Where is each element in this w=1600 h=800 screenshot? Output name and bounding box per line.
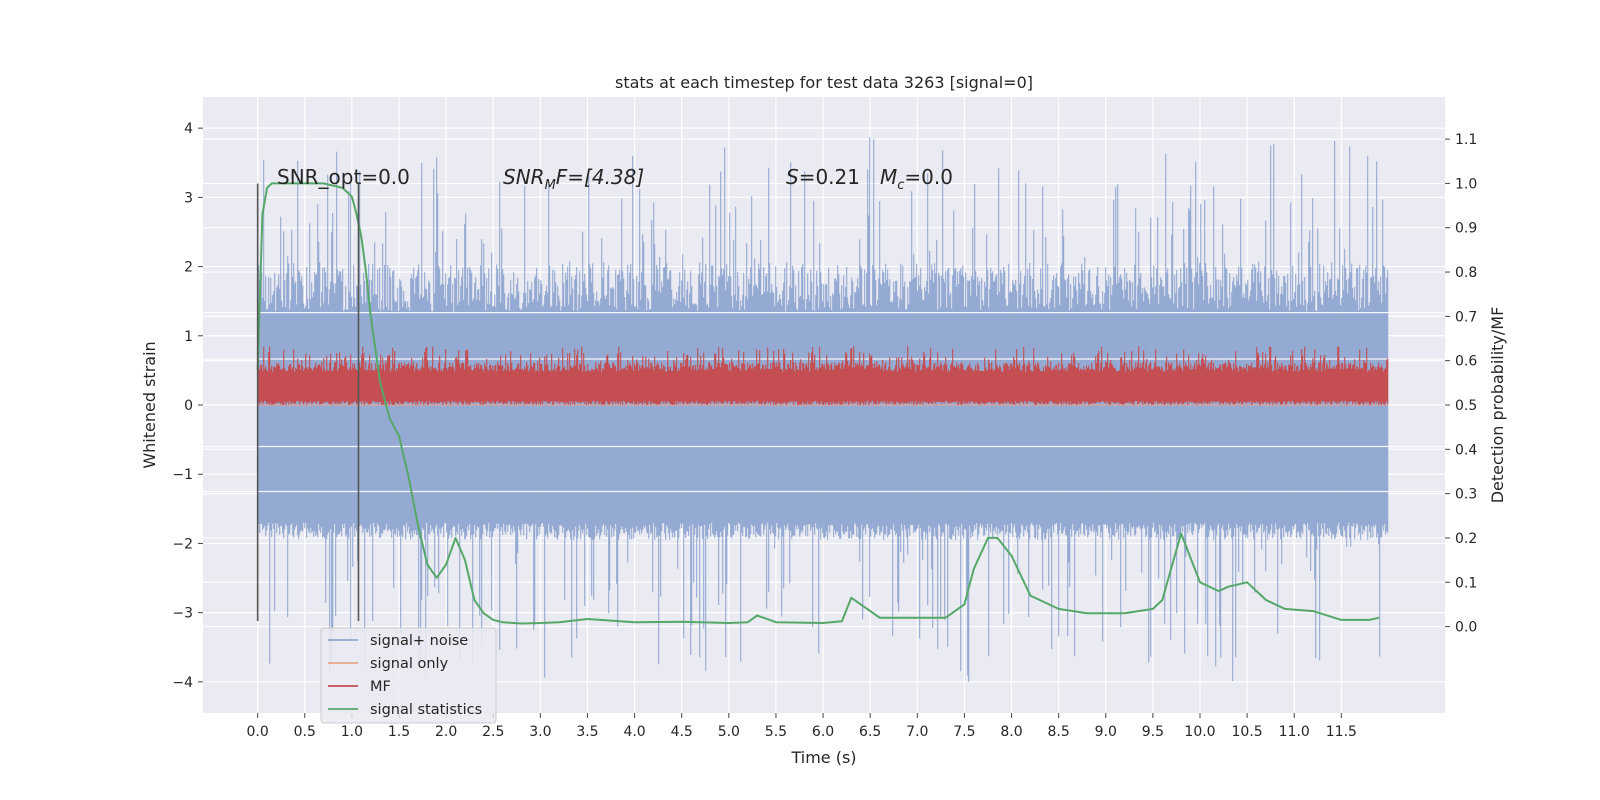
x-tick-label: 11.5 xyxy=(1326,724,1357,740)
x-tick-label: 3.0 xyxy=(529,724,551,740)
snr-mf-symbol: SNR xyxy=(503,165,545,189)
mc-symbol: M xyxy=(880,165,897,189)
y2-tick-label: 0.3 xyxy=(1455,487,1477,503)
y2-tick-label: 0.1 xyxy=(1455,575,1477,591)
s-symbol: S xyxy=(786,165,799,189)
y-tick-label: 1 xyxy=(184,329,193,345)
y2-tick-label: 0.6 xyxy=(1455,354,1477,370)
y-tick-label: −2 xyxy=(172,536,193,552)
annotation-s: S=0.21 xyxy=(786,165,860,189)
x-tick-label: 0.5 xyxy=(294,724,316,740)
y-axis-ticks: 4 3 2 1 0 −1 −2 −3 −4 xyxy=(172,121,203,691)
x-tick-label: 6.0 xyxy=(812,724,834,740)
snr-mf-subscript: M xyxy=(545,178,556,193)
y-tick-label: 0 xyxy=(184,398,193,414)
x-tick-label: 0.0 xyxy=(247,724,269,740)
legend-box xyxy=(320,627,497,724)
mc-subscript: c xyxy=(897,178,904,193)
y2-tick-label: 0.7 xyxy=(1455,309,1477,325)
x-tick-label: 10.0 xyxy=(1184,724,1215,740)
annotation-snr-opt: SNR_opt=0.0 xyxy=(277,165,410,189)
x-tick-label: 5.5 xyxy=(765,724,787,740)
x-tick-label: 5.0 xyxy=(718,724,740,740)
x-axis-label: Time (s) xyxy=(790,748,856,767)
annotation-snr-mf: SNRMF=[4.38] xyxy=(503,165,644,193)
y2-tick-label: 1.0 xyxy=(1455,176,1477,192)
y-axis-label: Whitened strain xyxy=(140,341,159,468)
y-tick-label: −4 xyxy=(172,675,193,691)
y-tick-label: 2 xyxy=(184,260,193,276)
y-tick-label: −1 xyxy=(172,467,193,483)
y-tick-label: 4 xyxy=(184,121,193,137)
y2-axis-label: Detection probability/MF xyxy=(1488,307,1507,504)
x-tick-label: 9.0 xyxy=(1095,724,1117,740)
y2-tick-label: 1.1 xyxy=(1455,132,1477,148)
mc-value: =0.0 xyxy=(904,165,953,189)
legend-label-signal-noise: signal+ noise xyxy=(370,633,468,649)
y2-tick-label: 0.8 xyxy=(1455,265,1477,281)
x-tick-label: 10.5 xyxy=(1232,724,1263,740)
y2-axis-ticks: 1.1 1.0 0.9 0.8 0.7 0.6 0.5 0.4 0.3 0.2 0.1 0.0 xyxy=(1445,132,1477,636)
x-tick-label: 2.0 xyxy=(435,724,457,740)
y-tick-label: −3 xyxy=(172,606,193,622)
x-tick-label: 6.5 xyxy=(859,724,881,740)
x-tick-label: 8.5 xyxy=(1048,724,1070,740)
series-signal-statistics xyxy=(256,182,1380,625)
y-tick-label: 3 xyxy=(184,190,193,206)
x-tick-label: 1.5 xyxy=(388,724,410,740)
snr-mf-rest: F=[4.38] xyxy=(556,165,644,189)
x-tick-label: 9.5 xyxy=(1142,724,1164,740)
y2-tick-label: 0.0 xyxy=(1455,620,1477,636)
y2-tick-label: 0.9 xyxy=(1455,221,1477,237)
annotation-mc: Mc=0.0 xyxy=(880,165,953,193)
x-tick-label: 4.0 xyxy=(623,724,645,740)
x-tick-label: 3.5 xyxy=(576,724,598,740)
x-tick-label: 7.5 xyxy=(953,724,975,740)
y2-tick-label: 0.4 xyxy=(1455,442,1477,458)
y2-tick-label: 0.2 xyxy=(1455,531,1477,547)
legend-label-signal-only: signal only xyxy=(370,656,449,672)
y2-tick-label: 0.5 xyxy=(1455,398,1477,414)
x-tick-label: 2.5 xyxy=(482,724,504,740)
x-tick-label: 8.0 xyxy=(1000,724,1022,740)
x-tick-label: 4.5 xyxy=(671,724,693,740)
legend-label-mf: MF xyxy=(370,679,391,695)
legend: signal+ noise signal only MF signal stat… xyxy=(320,627,497,724)
chart-title: stats at each timestep for test data 326… xyxy=(615,73,1033,92)
x-axis-ticks: 0.0 0.5 1.0 1.5 2.0 2.5 3.0 3.5 4.0 4.5 5.0 5.5 6.0 6… xyxy=(247,713,1357,740)
legend-label-signal-statistics: signal statistics xyxy=(370,702,482,718)
s-value: =0.21 xyxy=(799,165,860,189)
x-tick-label: 1.0 xyxy=(341,724,363,740)
x-tick-label: 11.0 xyxy=(1279,724,1310,740)
vertical-markers xyxy=(256,183,360,621)
series-layer xyxy=(203,137,1445,682)
x-tick-label: 7.0 xyxy=(906,724,928,740)
